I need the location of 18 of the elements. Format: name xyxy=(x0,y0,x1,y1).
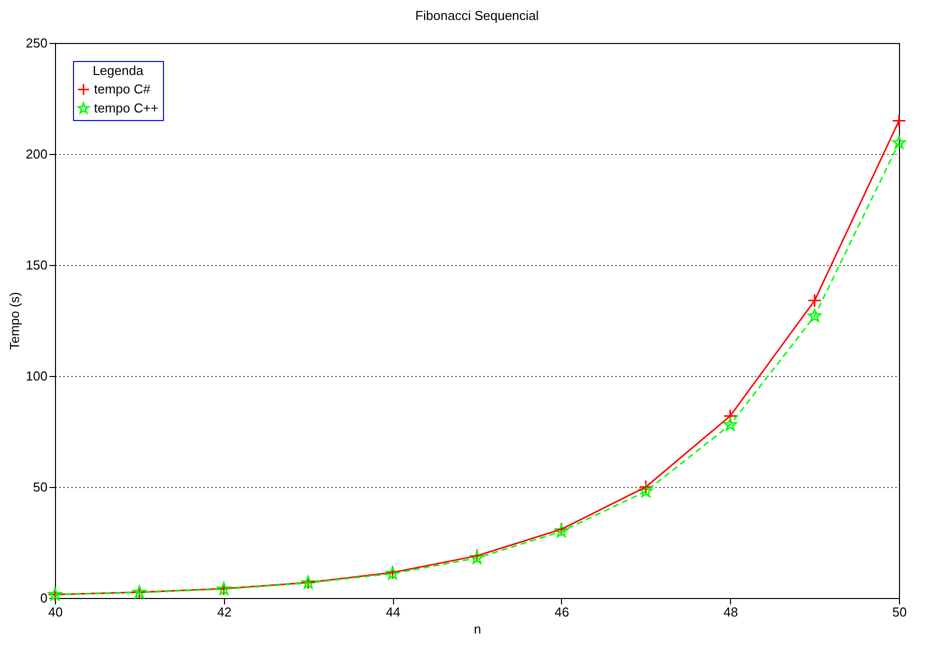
x-tick-label: 48 xyxy=(723,604,738,620)
y-tick-label: 100 xyxy=(26,368,48,384)
x-tick-label: 50 xyxy=(892,604,907,620)
y-tick-label: 200 xyxy=(26,146,48,162)
x-axis-title: n xyxy=(474,622,482,636)
y-axis-title: Tempo (s) xyxy=(6,292,22,350)
y-tick-label: 150 xyxy=(26,258,48,272)
x-tick-label: 44 xyxy=(386,604,400,620)
chart-title: Fibonacci Sequencial xyxy=(415,8,539,23)
y-tick-label: 0 xyxy=(40,590,48,606)
legend-title: Legenda xyxy=(92,63,144,78)
legend-label: tempo C++ xyxy=(94,100,158,116)
x-tick-label: 40 xyxy=(48,604,63,620)
x-tick-label: 42 xyxy=(217,604,232,620)
legend-label: tempo C# xyxy=(94,82,152,96)
x-tick-label: 46 xyxy=(554,604,570,620)
y-tick-label: 50 xyxy=(33,480,48,494)
y-tick-label: 250 xyxy=(26,36,48,50)
